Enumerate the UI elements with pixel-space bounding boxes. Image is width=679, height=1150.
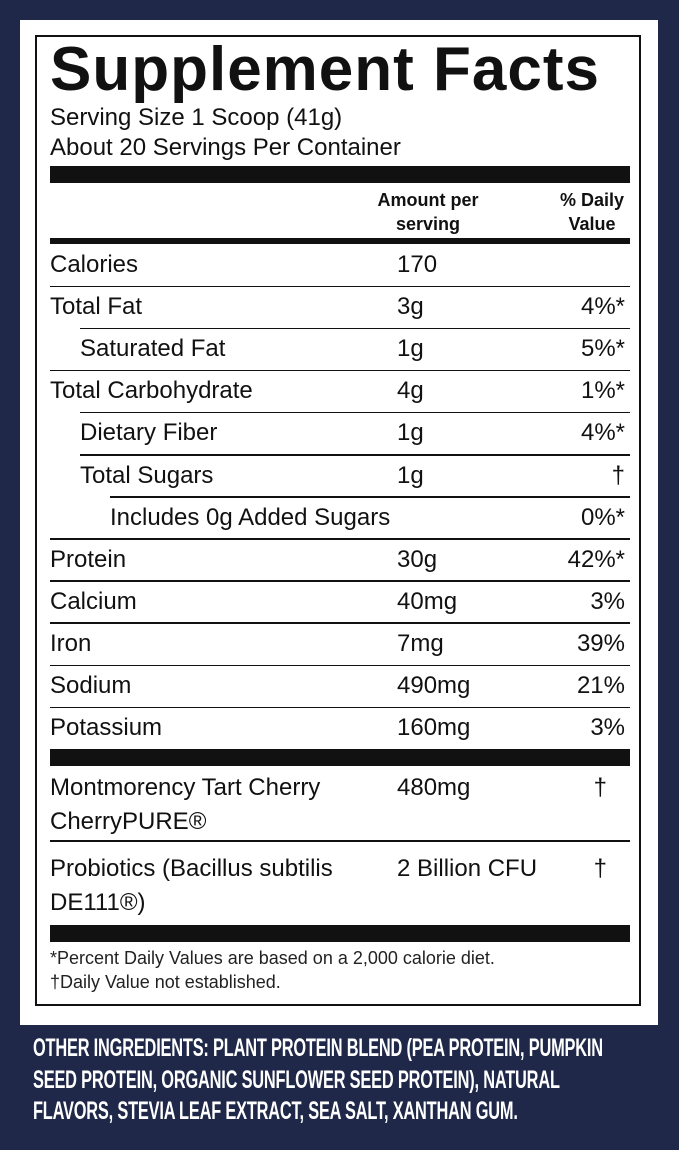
daily-value: † [593,855,607,882]
amount: 30g [397,545,438,573]
nutrient-name: Sodium [50,672,132,699]
amount: 480mg [397,774,471,801]
label-panel [20,20,658,1025]
amount: 2 Billion CFU [397,855,538,882]
amount: 4g [397,377,424,405]
nutrient-name: Potassium [50,714,163,742]
nutrient-name: Dietary Fiber [80,419,218,447]
nutrient-name: Protein [50,545,127,573]
amount: 7mg [397,629,444,657]
thick-bar [50,925,630,942]
nutrient-name: Calcium [50,587,137,615]
nutrient-name: Includes 0g Added Sugars [110,503,391,531]
amount: 40mg [397,587,458,615]
thick-bar [50,749,630,766]
amount: 1g [397,461,424,489]
footnote: †Daily Value not established. [50,972,281,992]
amount: 1g [397,419,424,447]
row-rule [50,538,630,540]
nutrient-name: Calories [50,251,139,278]
nutrient-name: Total Sugars [80,461,214,489]
row-rule [50,580,630,582]
nutrient-name: Total Carbohydrate [50,377,253,405]
amount: 160mg [397,714,471,742]
other-ingredients: OTHER INGREDIENTS: PLANT PROTEIN BLEND (… [33,1034,603,1125]
row-rule [50,369,630,372]
thick-bar [50,166,630,183]
daily-value: 4%* [580,419,625,447]
daily-value: 5%* [580,335,625,363]
amount: 3g [397,293,424,321]
servings-per-container: About 20 Servings Per Container [50,134,401,161]
amount: 490mg [397,672,471,699]
row-rule [80,327,630,330]
column-header: Amount per serving [377,190,479,234]
row-rule [50,840,630,842]
nutrient-name: Total Fat [50,293,143,321]
amount: 1g [397,335,424,363]
row-rule [50,622,630,624]
daily-value: 3% [590,587,625,615]
footnote: *Percent Daily Values are based on a 2,0… [50,948,495,968]
row-rule [50,285,630,288]
title: Supplement Facts [50,35,600,104]
nutrient-name: Iron [50,629,92,657]
row-rule [110,496,630,498]
nutrient-name: Saturated Fat [80,335,226,363]
daily-value: † [593,774,607,801]
daily-value: 42%* [567,545,625,573]
facts-box [35,35,641,1006]
ingredient-name: Montmorency Tart Cherry CherryPURE® [50,774,321,835]
daily-value: 3% [590,714,625,742]
amount: 170 [397,251,438,278]
daily-value: 39% [576,629,625,657]
row-rule [50,664,630,666]
row-rule [80,454,630,456]
column-header: % Daily Value [559,190,625,234]
row-rule [80,411,630,414]
ingredient-name: Probiotics (Bacillus subtilis DE111®) [50,855,333,916]
daily-value: † [611,461,625,489]
daily-value: 21% [576,672,625,699]
daily-value: 0%* [580,503,625,531]
thick-rule [50,238,630,244]
daily-value: 1%* [580,377,625,405]
serving-size: Serving Size 1 Scoop (41g) [50,104,343,131]
row-rule [50,706,630,709]
daily-value: 4%* [580,293,625,321]
